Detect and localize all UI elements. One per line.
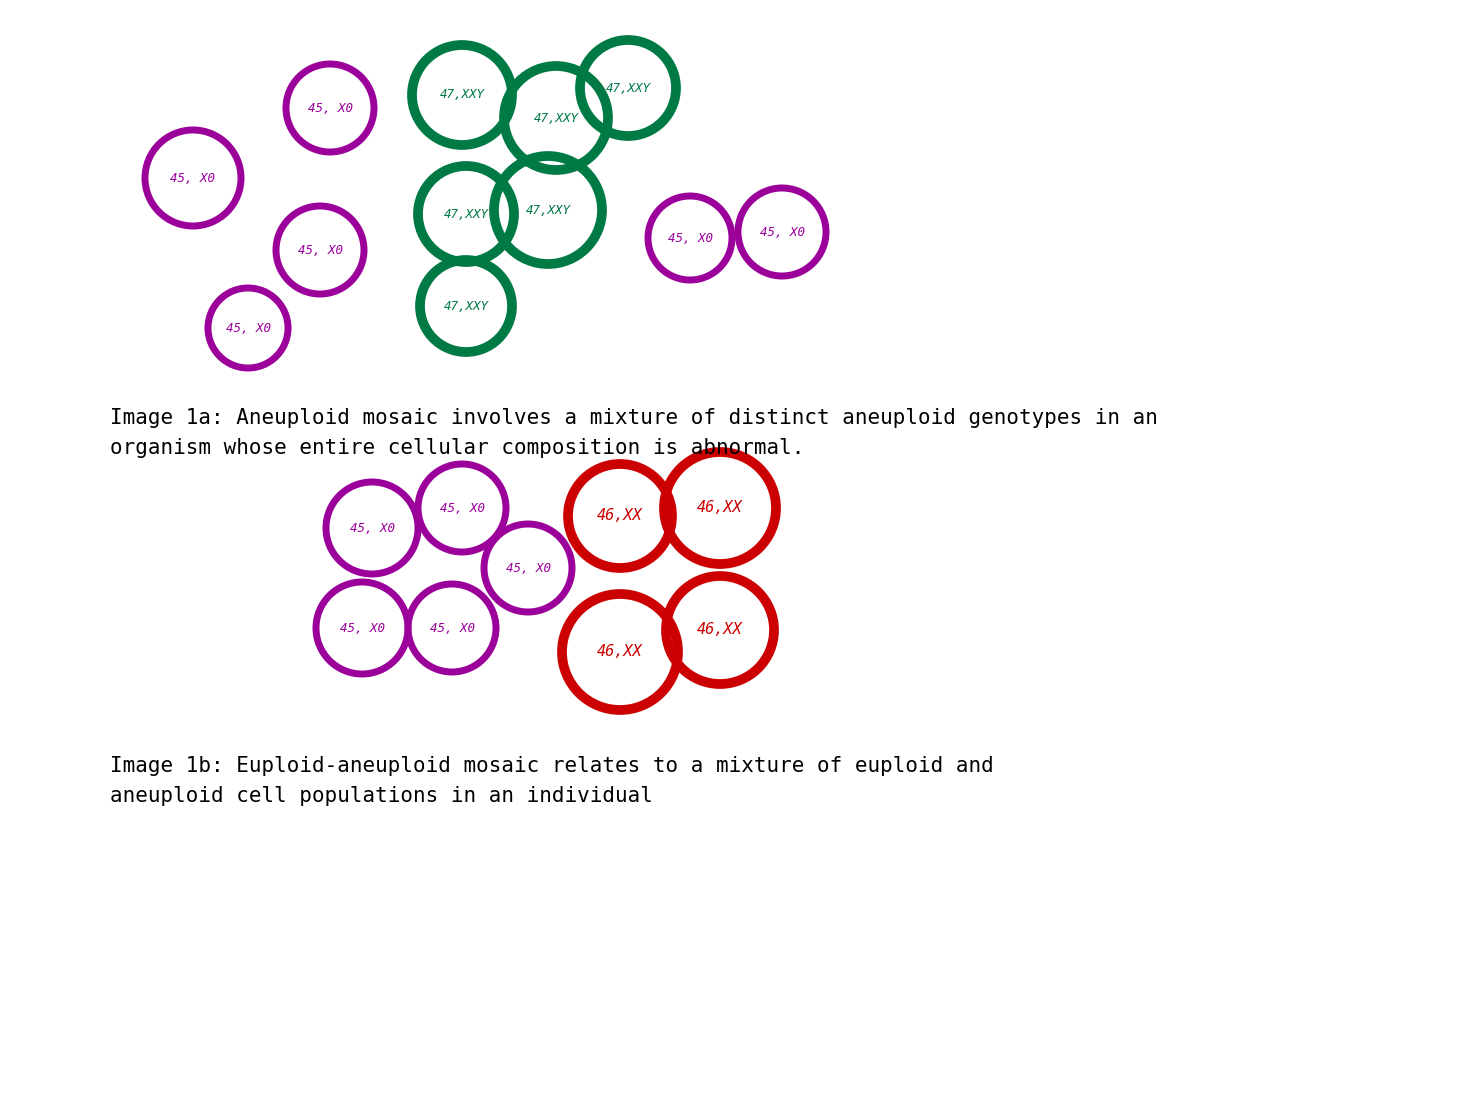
Text: 47,XXY: 47,XXY	[444, 299, 488, 312]
Text: 47,XXY: 47,XXY	[525, 204, 570, 216]
Text: 45, X0: 45, X0	[340, 622, 384, 635]
Text: 47,XXY: 47,XXY	[534, 112, 579, 124]
Text: 47,XXY: 47,XXY	[440, 89, 484, 102]
Text: Image 1b: Euploid-aneuploid mosaic relates to a mixture of euploid and
aneuploid: Image 1b: Euploid-aneuploid mosaic relat…	[110, 756, 994, 806]
Text: 45, X0: 45, X0	[440, 502, 484, 514]
Text: 45, X0: 45, X0	[430, 622, 475, 635]
Text: 47,XXY: 47,XXY	[444, 207, 488, 220]
Text: 45, X0: 45, X0	[170, 172, 216, 185]
Text: 46,XX: 46,XX	[597, 509, 642, 523]
Text: 45, X0: 45, X0	[226, 321, 271, 335]
Text: 45, X0: 45, X0	[349, 522, 394, 534]
Text: 45, X0: 45, X0	[298, 244, 343, 256]
Text: 46,XX: 46,XX	[698, 501, 743, 515]
Text: 45, X0: 45, X0	[759, 226, 805, 238]
Text: 45, X0: 45, X0	[506, 562, 551, 575]
Text: Image 1a: Aneuploid mosaic involves a mixture of distinct aneuploid genotypes in: Image 1a: Aneuploid mosaic involves a mi…	[110, 408, 1158, 458]
Text: 45, X0: 45, X0	[308, 102, 352, 114]
Text: 45, X0: 45, X0	[667, 232, 712, 245]
Text: 47,XXY: 47,XXY	[605, 82, 651, 94]
Text: 46,XX: 46,XX	[597, 645, 642, 659]
Text: 46,XX: 46,XX	[698, 623, 743, 637]
